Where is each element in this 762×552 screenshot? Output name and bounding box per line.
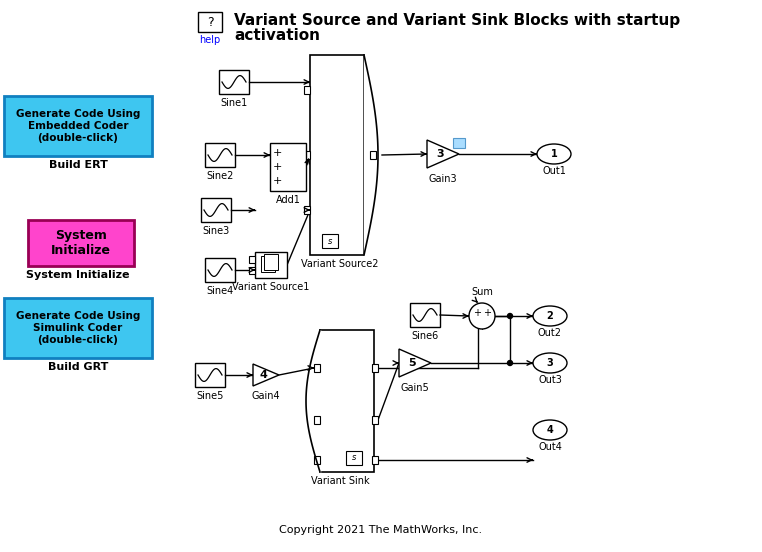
Bar — [314, 364, 320, 372]
Text: Variant Sink: Variant Sink — [311, 476, 370, 486]
Bar — [249, 256, 255, 263]
Text: 4: 4 — [546, 425, 553, 435]
Text: +: + — [272, 162, 282, 172]
Text: Variant Source2: Variant Source2 — [301, 259, 379, 269]
Text: Variant Source1: Variant Source1 — [232, 282, 309, 292]
Text: Gain5: Gain5 — [401, 383, 429, 393]
Ellipse shape — [533, 306, 567, 326]
Text: Generate Code Using
Simulink Coder
(double-click): Generate Code Using Simulink Coder (doub… — [16, 311, 140, 344]
Text: Sum: Sum — [471, 287, 493, 297]
Text: Sine6: Sine6 — [411, 331, 439, 341]
Bar — [372, 416, 378, 424]
Text: s: s — [352, 454, 356, 463]
Text: 2: 2 — [546, 311, 553, 321]
Text: 3: 3 — [546, 358, 553, 368]
Text: Out4: Out4 — [538, 442, 562, 452]
Bar — [270, 143, 306, 191]
Text: Sine1: Sine1 — [220, 98, 248, 108]
Ellipse shape — [533, 353, 567, 373]
Text: Sine3: Sine3 — [203, 226, 229, 236]
Text: Out2: Out2 — [538, 328, 562, 338]
Text: System Initialize: System Initialize — [26, 270, 130, 280]
Bar — [370, 151, 376, 159]
Ellipse shape — [537, 144, 571, 164]
Polygon shape — [399, 349, 431, 377]
Text: Generate Code Using
Embedded Coder
(double-click): Generate Code Using Embedded Coder (doub… — [16, 109, 140, 142]
Bar — [372, 456, 378, 464]
Polygon shape — [427, 140, 459, 168]
Bar — [314, 416, 320, 424]
Bar — [4, 96, 152, 156]
Text: Gain3: Gain3 — [429, 174, 457, 184]
Bar — [304, 86, 310, 94]
Text: Gain4: Gain4 — [251, 391, 280, 401]
Text: Sine5: Sine5 — [197, 391, 224, 401]
Text: Build ERT: Build ERT — [49, 160, 107, 170]
Text: ?: ? — [207, 15, 213, 29]
Text: System
Initialize: System Initialize — [51, 229, 111, 257]
Bar — [205, 258, 235, 282]
Bar — [4, 298, 152, 358]
Text: help: help — [200, 35, 221, 45]
Bar — [264, 254, 278, 270]
Text: +: + — [272, 148, 282, 158]
Text: Sine4: Sine4 — [207, 286, 234, 296]
Bar — [28, 220, 134, 266]
Bar — [304, 151, 310, 159]
Text: 4: 4 — [259, 370, 267, 380]
Circle shape — [469, 303, 495, 329]
Circle shape — [507, 360, 513, 365]
Text: Build GRT: Build GRT — [48, 362, 108, 372]
Bar — [310, 55, 364, 255]
Bar — [219, 70, 249, 94]
Bar — [410, 303, 440, 327]
Text: +: + — [483, 308, 491, 318]
Ellipse shape — [533, 420, 567, 440]
Text: activation: activation — [234, 28, 320, 43]
Bar — [304, 206, 310, 214]
Text: +: + — [473, 308, 481, 318]
Text: 5: 5 — [408, 358, 416, 368]
Text: Variant Source and Variant Sink Blocks with startup: Variant Source and Variant Sink Blocks w… — [234, 13, 680, 28]
Text: 1: 1 — [551, 149, 557, 159]
Text: Sine2: Sine2 — [207, 171, 234, 181]
Bar — [372, 364, 378, 372]
Text: s: s — [328, 236, 332, 246]
Text: Add1: Add1 — [276, 195, 300, 205]
Text: +: + — [272, 176, 282, 186]
Circle shape — [507, 314, 513, 319]
Bar — [205, 143, 235, 167]
Polygon shape — [253, 364, 279, 386]
Bar — [249, 267, 255, 274]
Text: 3: 3 — [436, 149, 443, 159]
Bar — [322, 234, 338, 248]
Bar — [195, 363, 225, 387]
Bar — [261, 256, 275, 272]
Bar — [320, 330, 374, 472]
Bar — [198, 12, 222, 32]
Bar — [314, 456, 320, 464]
Bar — [201, 198, 231, 222]
Bar — [453, 138, 465, 148]
Text: Out3: Out3 — [538, 375, 562, 385]
Text: Copyright 2021 The MathWorks, Inc.: Copyright 2021 The MathWorks, Inc. — [280, 525, 482, 535]
Text: Out1: Out1 — [542, 166, 566, 176]
Bar — [346, 451, 362, 465]
Bar — [255, 252, 287, 278]
